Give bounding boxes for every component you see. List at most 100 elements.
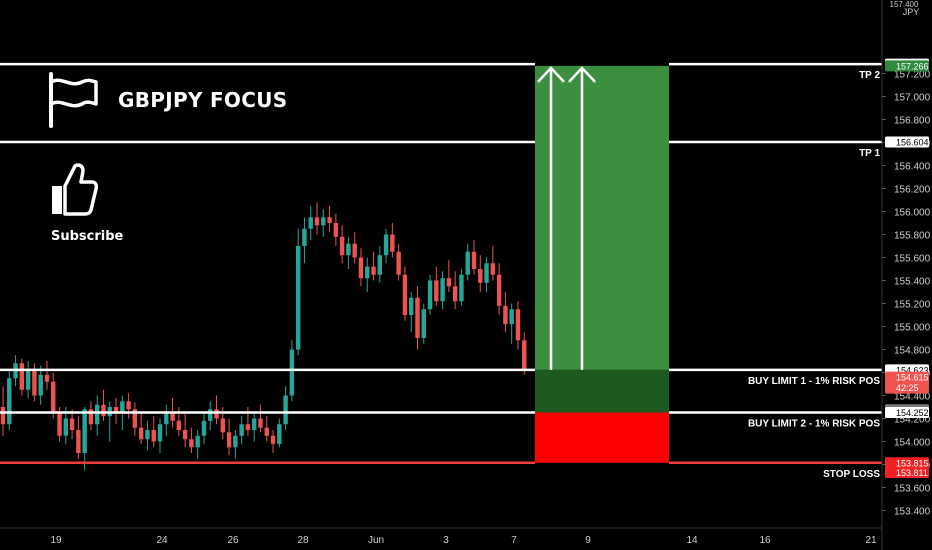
- candle-body: [220, 418, 225, 433]
- candle-body: [440, 278, 445, 302]
- candle-body: [289, 349, 295, 396]
- target-arrows: [537, 66, 596, 370]
- candle-body: [459, 274, 464, 302]
- price-tag-label: 154.623: [896, 365, 929, 375]
- candle-body: [132, 409, 138, 428]
- y-tick-label: 156.000: [894, 208, 931, 219]
- candle-body: [245, 424, 251, 430]
- price-tags: 157.282157.266156.604154.623154.61542:25…: [885, 58, 929, 479]
- x-tick-label: 3: [443, 535, 449, 546]
- level-label: BUY LIMIT 2 - 1% RISK POS: [748, 419, 880, 430]
- x-tick-label: 21: [865, 535, 877, 546]
- candle-body: [233, 435, 238, 448]
- candle-body: [113, 407, 119, 413]
- candle-body: [333, 223, 339, 237]
- candle-body: [170, 412, 175, 421]
- x-tick-label: 9: [585, 535, 591, 546]
- price-tag-label: 157.266: [896, 61, 929, 71]
- y-tick-label: 155.200: [894, 300, 931, 311]
- candle-body: [126, 401, 131, 410]
- entry-zone: [535, 369, 669, 413]
- price-tag-label: 153.815: [896, 458, 929, 468]
- price-tag: [885, 60, 929, 72]
- candle-body: [339, 236, 345, 256]
- candle-body: [51, 381, 56, 413]
- candlestick-series: [0, 202, 527, 471]
- candle-body: [346, 243, 351, 256]
- price-tag-label: 153.811: [896, 468, 928, 478]
- candle-body: [321, 217, 326, 226]
- candle-body: [270, 435, 276, 444]
- y-tick-label: 156.400: [894, 162, 931, 173]
- price-tag-label: 156.604: [896, 138, 929, 148]
- candle-body: [214, 409, 219, 419]
- candle-body: [503, 305, 508, 325]
- price-tag-countdown: 42:25: [896, 383, 919, 393]
- candle-body: [95, 404, 100, 425]
- candle-body: [195, 435, 200, 448]
- candle-body: [295, 246, 301, 350]
- price-tag-label: 154.615: [896, 373, 929, 383]
- candle-body: [19, 363, 25, 390]
- subscribe-label[interactable]: Subscribe: [51, 229, 124, 244]
- candle-body: [157, 424, 163, 442]
- x-tick-label: 16: [759, 535, 771, 546]
- time-axis[interactable]: 19 24 26 28 Jun 3 7 9 14 16 21: [0, 527, 882, 546]
- price-tag: [885, 457, 929, 469]
- candle-body: [264, 427, 269, 436]
- candle-body: [120, 401, 125, 413]
- candle-body: [57, 412, 62, 436]
- candle-body: [377, 255, 382, 275]
- candle-body: [258, 418, 263, 428]
- y-tick-label: 156.800: [894, 116, 931, 127]
- candle-body: [434, 280, 439, 302]
- candle-body: [396, 251, 401, 275]
- candle-body: [25, 370, 31, 390]
- candle-body: [352, 243, 357, 258]
- candle-body: [446, 278, 452, 287]
- up-arrow-head: [537, 66, 565, 83]
- candle-body: [452, 286, 458, 302]
- candle-body: [44, 374, 50, 382]
- candle-body: [239, 424, 244, 436]
- candle-body: [484, 263, 489, 283]
- x-tick-label: Jun: [368, 535, 384, 546]
- candle-body: [252, 418, 257, 430]
- x-tick-label: 28: [297, 535, 309, 546]
- candle-body: [371, 266, 376, 275]
- candle-body: [88, 409, 94, 425]
- y-tick-label: 155.000: [894, 323, 931, 334]
- position-zones: [535, 65, 669, 463]
- candle-body: [69, 418, 75, 430]
- candle-body: [314, 217, 320, 226]
- price-tag: [885, 371, 929, 394]
- y-tick-label: 154.400: [894, 392, 931, 403]
- candle-body: [358, 257, 364, 279]
- candle-body: [383, 234, 389, 256]
- price-tag: [885, 136, 929, 148]
- candle-body: [465, 251, 470, 275]
- price-tag: [885, 407, 929, 419]
- y-tick-label: 153.600: [894, 484, 931, 495]
- candle-body: [101, 404, 106, 417]
- up-arrow-head: [568, 66, 596, 83]
- candle-body: [515, 309, 521, 341]
- x-tick-label: 26: [227, 535, 239, 546]
- candle-body: [390, 234, 395, 252]
- candle-body: [226, 432, 232, 448]
- candle-body: [478, 269, 483, 283]
- candle-body: [151, 430, 156, 442]
- candle-body: [509, 309, 514, 325]
- candle-body: [415, 297, 420, 338]
- candle-body: [402, 274, 408, 315]
- candle-body: [176, 420, 182, 430]
- flag-icon: [48, 72, 100, 133]
- x-tick-label: 24: [156, 535, 168, 546]
- candle-body: [76, 430, 81, 453]
- candle-body: [189, 439, 194, 448]
- level-lines[interactable]: TP 2 TP 1 BUY LIMIT 1 - 1% RISK POS BUY LIM…: [0, 62, 882, 480]
- level-label: STOP LOSS: [823, 469, 880, 480]
- thumbs-up-icon[interactable]: [48, 162, 99, 223]
- candle-body: [208, 409, 213, 421]
